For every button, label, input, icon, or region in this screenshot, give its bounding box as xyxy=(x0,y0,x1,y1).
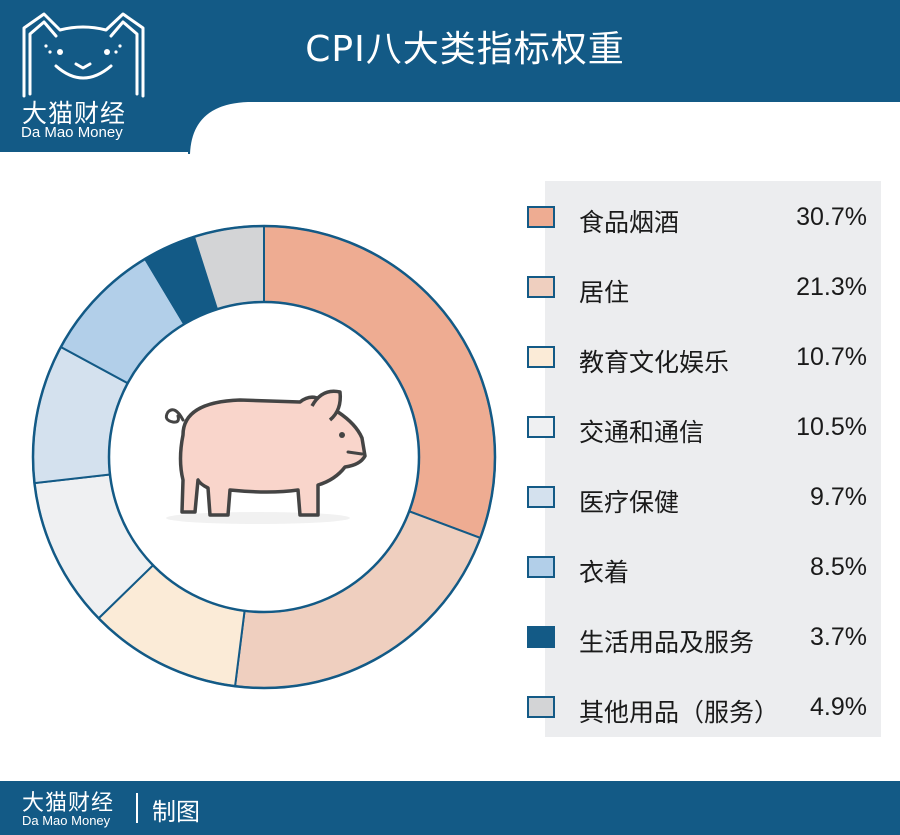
footer-bar: 大猫财经 Da Mao Money 制图 xyxy=(0,781,900,835)
legend-value: 3.7% xyxy=(810,623,867,651)
donut-outer-ring xyxy=(31,224,497,690)
legend-value: 30.7% xyxy=(796,203,867,231)
legend-item: 交通和通信 10.5% xyxy=(527,413,887,447)
legend-value: 21.3% xyxy=(796,273,867,301)
cat-face-icon xyxy=(22,12,145,98)
footer-name-en: Da Mao Money xyxy=(22,813,111,828)
pig-icon xyxy=(164,389,367,524)
donut-chart xyxy=(31,224,497,690)
legend-label: 医疗保健 xyxy=(579,488,680,517)
legend-value: 10.7% xyxy=(796,343,867,371)
logo: 大猫财经 Da Mao Money xyxy=(0,0,190,152)
legend-swatch xyxy=(527,346,555,368)
footer-divider xyxy=(136,793,138,823)
legend-label: 生活用品及服务 xyxy=(579,628,755,657)
header-curve xyxy=(188,100,248,154)
logo-name-en: Da Mao Money xyxy=(21,124,123,141)
legend xyxy=(545,181,881,737)
page-title: CPI八大类指标权重 xyxy=(305,29,625,70)
legend-label: 居住 xyxy=(579,278,630,307)
legend-swatch xyxy=(527,696,555,718)
legend-swatch xyxy=(527,206,555,228)
legend-item: 医疗保健 9.7% xyxy=(527,483,887,517)
logo-name-cn: 大猫财经 xyxy=(22,99,127,128)
legend-swatch xyxy=(527,486,555,508)
legend-swatch xyxy=(527,416,555,438)
legend-value: 4.9% xyxy=(810,693,867,721)
legend-label: 交通和通信 xyxy=(579,418,705,447)
donut-slices xyxy=(31,224,497,690)
legend-value: 9.7% xyxy=(810,483,867,511)
legend-label: 其他用品（服务） xyxy=(579,698,780,727)
legend-value: 8.5% xyxy=(810,553,867,581)
legend-item: 其他用品（服务） 4.9% xyxy=(527,693,887,727)
legend-item: 食品烟酒 30.7% xyxy=(527,203,887,237)
legend-item: 教育文化娱乐 10.7% xyxy=(527,343,887,377)
legend-item: 居住 21.3% xyxy=(527,273,887,307)
legend-value: 10.5% xyxy=(796,413,867,441)
legend-label: 教育文化娱乐 xyxy=(579,348,730,377)
legend-label: 衣着 xyxy=(579,558,630,587)
legend-swatch xyxy=(527,556,555,578)
footer-maker-label: 制图 xyxy=(152,798,200,826)
legend-swatch xyxy=(527,626,555,648)
legend-label: 食品烟酒 xyxy=(579,208,680,237)
legend-item: 生活用品及服务 3.7% xyxy=(527,623,887,657)
footer-name-cn: 大猫财经 xyxy=(22,791,115,816)
legend-swatch xyxy=(527,276,555,298)
legend-item: 衣着 8.5% xyxy=(527,553,887,587)
